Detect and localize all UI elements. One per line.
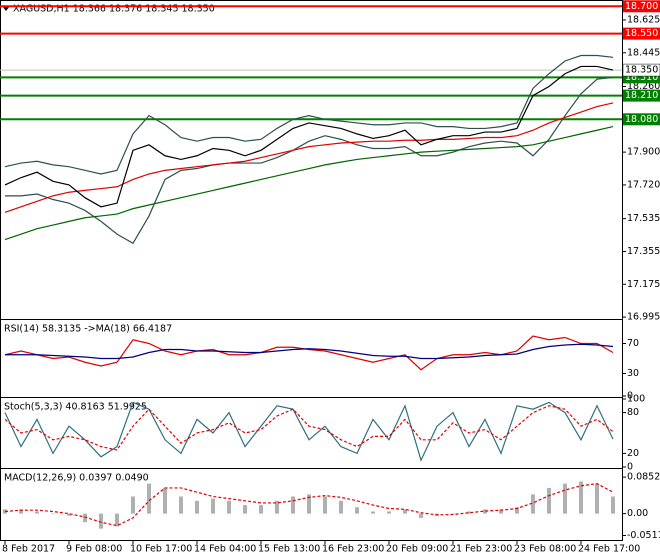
bar	[371, 511, 375, 514]
level-label: 18.550	[625, 28, 658, 39]
y-tick-label: 18.625	[627, 14, 660, 25]
bar	[99, 513, 103, 529]
panel-title: Stoch(5,3,3) 40.8163 51.9925	[4, 402, 147, 413]
bar	[163, 487, 167, 514]
bar	[467, 511, 471, 514]
series-line	[5, 343, 614, 360]
x-tick-label: 9 Feb 08:00	[66, 544, 122, 555]
level-label: 18.700	[625, 1, 658, 12]
menu-triangle	[3, 7, 9, 11]
bar	[131, 496, 135, 514]
bar	[563, 483, 567, 514]
bar	[259, 505, 263, 514]
x-tick-label: 16 Feb 23:00	[322, 544, 384, 555]
bar	[403, 509, 407, 514]
y-tick-label: 18.445	[627, 47, 660, 58]
y-tick-label: 17.900	[627, 147, 660, 158]
bar	[291, 496, 295, 514]
bar	[115, 513, 119, 527]
bar	[243, 505, 247, 514]
bar	[195, 500, 199, 514]
last-price-box	[622, 63, 660, 77]
x-tick-label: 10 Feb 17:00	[130, 544, 192, 555]
y-tick-label: 20	[627, 448, 639, 459]
bar	[579, 481, 583, 514]
x-tick-label: 24 Feb 17:00	[578, 544, 640, 555]
panel-title: MACD(12,26,9) 0.0397 0.0490	[4, 473, 149, 484]
y-tick-label: 17.175	[627, 279, 660, 290]
series-line	[4, 483, 614, 527]
bar	[19, 509, 23, 514]
last-price-label: 18.350	[625, 65, 658, 76]
y-tick-label: 18.260	[627, 81, 660, 92]
bar	[147, 483, 151, 514]
y-tick-label: -0.0511	[627, 530, 660, 541]
y-tick-label: 17.720	[627, 179, 660, 190]
plot-frame	[0, 0, 623, 541]
bar	[211, 498, 215, 514]
y-tick-label: 0	[627, 462, 633, 473]
bar	[547, 487, 551, 514]
y-tick-label: 0.00	[627, 508, 648, 519]
level-label-box	[623, 27, 660, 40]
bar	[227, 500, 231, 514]
bar	[179, 496, 183, 514]
bar	[611, 496, 615, 514]
bar	[275, 500, 279, 514]
level-label: 18.210	[625, 90, 658, 101]
bar	[339, 500, 343, 514]
series-line	[5, 76, 614, 245]
series-line	[4, 54, 614, 175]
y-tick-label: 0.0852	[627, 472, 660, 483]
level-label-box	[623, 0, 660, 13]
y-tick-label: 0	[627, 391, 633, 402]
bar	[323, 496, 327, 514]
bar	[483, 509, 487, 514]
bar	[67, 513, 71, 516]
bar	[499, 509, 503, 514]
x-tick-label: 20 Feb 09:00	[386, 544, 448, 555]
x-tick-label: 23 Feb 08:00	[514, 544, 576, 555]
level-label-box	[623, 89, 660, 102]
bar	[531, 494, 535, 514]
series-line	[4, 405, 614, 451]
bar	[387, 511, 391, 514]
y-tick-label: 30	[627, 368, 639, 379]
level-label-box	[623, 113, 660, 126]
bar	[355, 507, 359, 514]
series-line	[4, 102, 614, 213]
bar	[51, 513, 55, 515]
x-tick-label: 15 Feb 13:00	[258, 544, 320, 555]
level-label: 18.080	[625, 114, 658, 125]
bar	[515, 507, 519, 514]
bar	[419, 513, 423, 518]
y-tick-label: 17.535	[627, 213, 660, 224]
x-tick-label: 21 Feb 23:00	[450, 544, 512, 555]
series-line	[4, 65, 614, 208]
series-line	[4, 335, 614, 371]
bar	[451, 513, 455, 515]
series-line	[4, 401, 614, 462]
level-label: 18.310	[625, 72, 658, 83]
bar	[595, 483, 599, 514]
panel-title: XAGUSD,H1 18.366 18.376 18.345 18.350	[13, 4, 215, 15]
x-tick-label: 14 Feb 04:00	[194, 544, 256, 555]
panel-title: RSI(14) 58.3135 ->MA(18) 66.4187	[4, 324, 172, 335]
bar	[83, 513, 87, 523]
y-tick-label: 17.355	[627, 246, 660, 257]
y-tick-label: 80	[627, 407, 639, 418]
y-tick-label: 70	[627, 338, 639, 349]
bar	[307, 494, 311, 514]
y-tick-label: 100	[627, 394, 645, 405]
y-tick-label: 16.995	[627, 312, 660, 323]
x-tick-label: 8 Feb 2017	[2, 544, 55, 555]
bar	[35, 511, 39, 514]
series-line	[4, 126, 614, 241]
